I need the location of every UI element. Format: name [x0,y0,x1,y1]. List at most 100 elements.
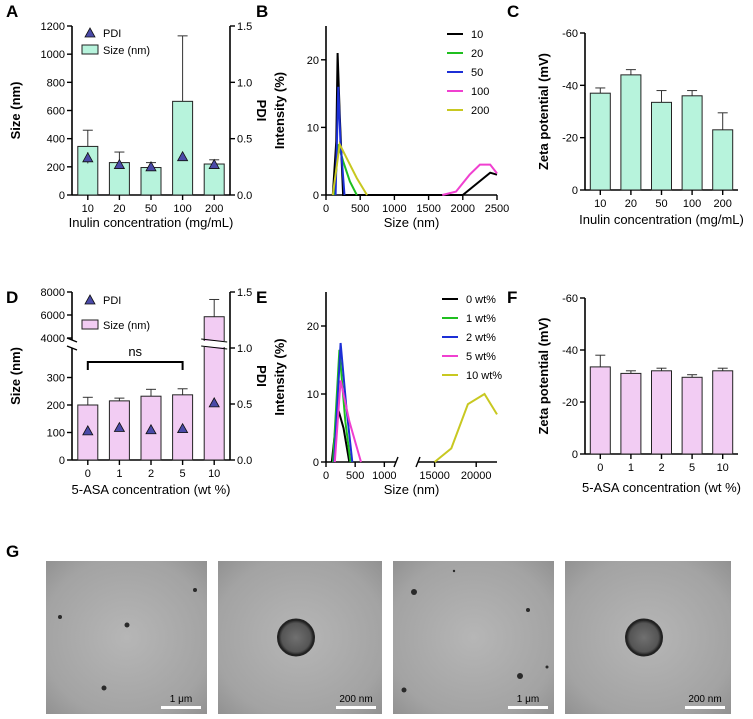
x-tick-label: 2500 [485,203,509,215]
significance-label: ns [128,344,142,359]
x-tick-label: 10 [208,468,220,480]
y-tick-label: -40 [562,80,578,92]
bar [651,370,672,455]
y-tick-label: -60 [562,293,578,305]
bar [712,129,734,191]
x-axis-label: 5-ASA concentration (wt %) [582,480,741,495]
tem-background [393,561,554,714]
pdi-marker [113,158,126,169]
chart-f: 0 -20 -40 -60 0 1 2 5 10 Zeta potential (mV) 5-ASA… [536,293,741,495]
bar [172,100,194,196]
x-tick-label: 15000 [419,470,450,482]
x-tick-label: 200 [205,203,223,215]
y2-tick-label: 1.5 [237,21,252,33]
pdi-marker [145,423,157,435]
bar [589,366,611,455]
y2-axis-label: PDI [254,365,269,387]
pdi-marker [176,150,189,162]
legend-label: 20 [471,48,483,60]
y-axis-label: Intensity (%) [272,72,287,149]
x-tick-label: 100 [173,203,191,215]
x-tick-label: 0 [323,203,329,215]
y-tick-label: -40 [562,345,578,357]
nanoparticle [452,569,456,573]
y2-axis-label: PDI [254,100,269,122]
scale-bar-label: 1 μm [170,694,192,705]
bar [620,372,642,455]
x-tick-label: 1 [116,468,122,480]
x-tick-label: 10 [594,198,606,210]
y2-tick-label: 1.5 [237,287,252,299]
x-axis-label: Size (nm) [384,215,440,230]
bar [712,370,734,455]
bar [589,92,611,191]
y-tick-label: 200 [47,162,65,174]
x-tick-label: 20000 [461,470,492,482]
y2-tick-label: 0.0 [237,190,252,202]
x-tick-label: 5 [180,468,186,480]
scale-bar [161,706,201,709]
nanoparticle [526,608,530,612]
y-tick-label: 10 [307,122,319,134]
y-tick-label: 0 [313,457,319,469]
legend-label: 100 [471,86,489,98]
y-tick-label: -60 [562,28,578,40]
legend-label: 10 [471,29,483,41]
panel-label-g: G [6,542,19,561]
legend-pdi-label: PDI [103,295,121,307]
x-tick-label: 1 [628,462,634,474]
bar [620,74,642,191]
bar [681,95,703,191]
y-tick-label: 0 [59,190,65,202]
legend-size-label: Size (nm) [103,320,150,332]
y-axis-label: Zeta potential (mV) [536,53,551,170]
y-axis-label: Size (nm) [8,347,23,405]
y-tick-label: 20 [307,321,319,333]
axis-break-mark [393,456,399,468]
legend-label: 5 wt% [466,351,496,363]
bar [203,316,225,461]
legend-pdi-marker [84,294,96,305]
x-tick-label: 500 [351,203,369,215]
legend-pdi-label: PDI [103,28,121,40]
legend-label: 2 wt% [466,332,496,344]
x-tick-label: 500 [346,470,364,482]
series-line-200 [331,140,368,196]
legend-label: 1 wt% [466,313,496,325]
y-tick-label: 0 [572,449,578,461]
chart-d: 0 100 200 300 4000 6000 8000 0.0 0.5 1.0 1.5 0 1 2 5 10… [8,287,269,497]
y-axis-label: Intensity (%) [272,338,287,415]
scale-bar [685,706,725,709]
pdi-marker [82,425,94,436]
legend-label: 0 wt% [466,294,496,306]
chart-c: 0 -20 -40 -60 10 20 50 100 200 Zeta potential (mV… [536,28,744,227]
chart-e: 0 10 20 0 500 1000 15000 20000 0 wt% 1 wt% 2 wt% 5 … [272,292,502,497]
panel-label-d: D [6,288,18,307]
pdi-marker [208,397,220,408]
y-tick-label: 10 [307,389,319,401]
nanoparticle [401,687,407,693]
x-axis-label: Inulin concentration (mg/mL) [579,212,744,227]
tem-background [46,561,207,714]
y-tick-label: 0 [572,185,578,197]
y2-tick-label: 1.0 [237,77,252,89]
legend-size-swatch [81,44,99,55]
significance-bracket [86,361,184,370]
x-tick-label: 2 [658,462,664,474]
pdi-marker [82,151,94,163]
axis-break-mark [415,456,421,468]
legend-size-swatch [81,319,99,330]
x-axis-label: 5-ASA concentration (wt %) [72,482,231,497]
nanoparticle [101,685,107,691]
series-line-2wt [333,342,354,463]
y-tick-label: 0 [313,190,319,202]
series-line-10wt [433,392,498,463]
y-tick-label: 300 [47,373,65,385]
tem-image-1: 1 μm [46,561,207,714]
nanoparticle [517,673,523,679]
y2-tick-label: 0.5 [237,134,252,146]
y-tick-label: 600 [47,106,65,118]
axis-break-mark [66,345,78,351]
legend-pdi-marker [84,27,96,38]
